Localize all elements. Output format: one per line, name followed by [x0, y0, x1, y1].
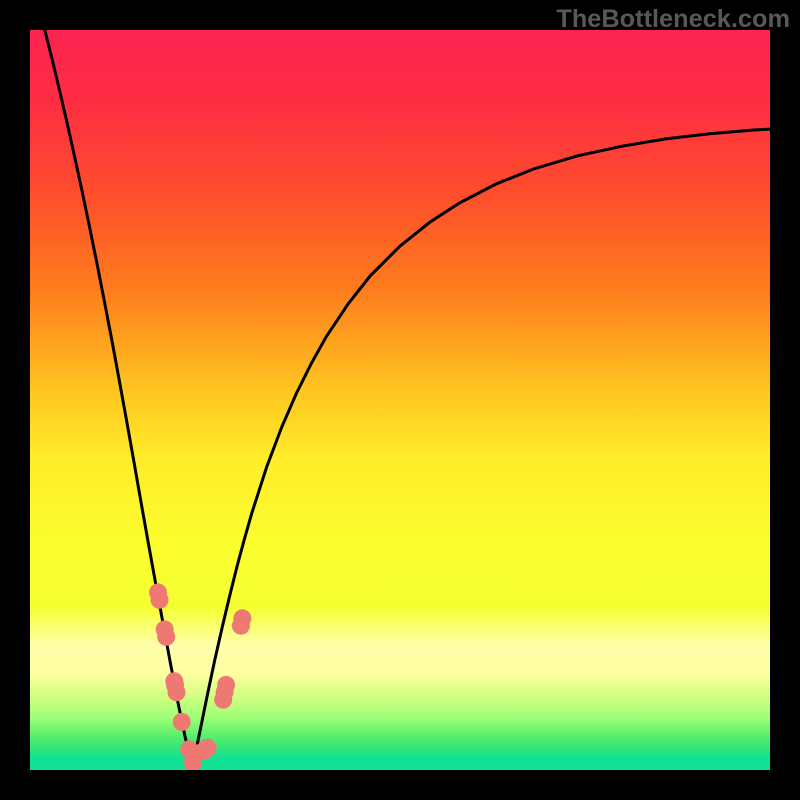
data-marker: [151, 591, 169, 609]
data-marker: [233, 609, 251, 627]
data-marker: [199, 739, 217, 757]
data-marker: [217, 676, 235, 694]
data-marker: [157, 628, 175, 646]
chart-root: TheBottleneck.com: [0, 0, 800, 800]
plot-svg: [30, 30, 770, 770]
plot-area: [30, 30, 770, 770]
data-marker: [173, 713, 191, 731]
watermark-label: TheBottleneck.com: [556, 5, 790, 34]
data-marker: [168, 683, 186, 701]
